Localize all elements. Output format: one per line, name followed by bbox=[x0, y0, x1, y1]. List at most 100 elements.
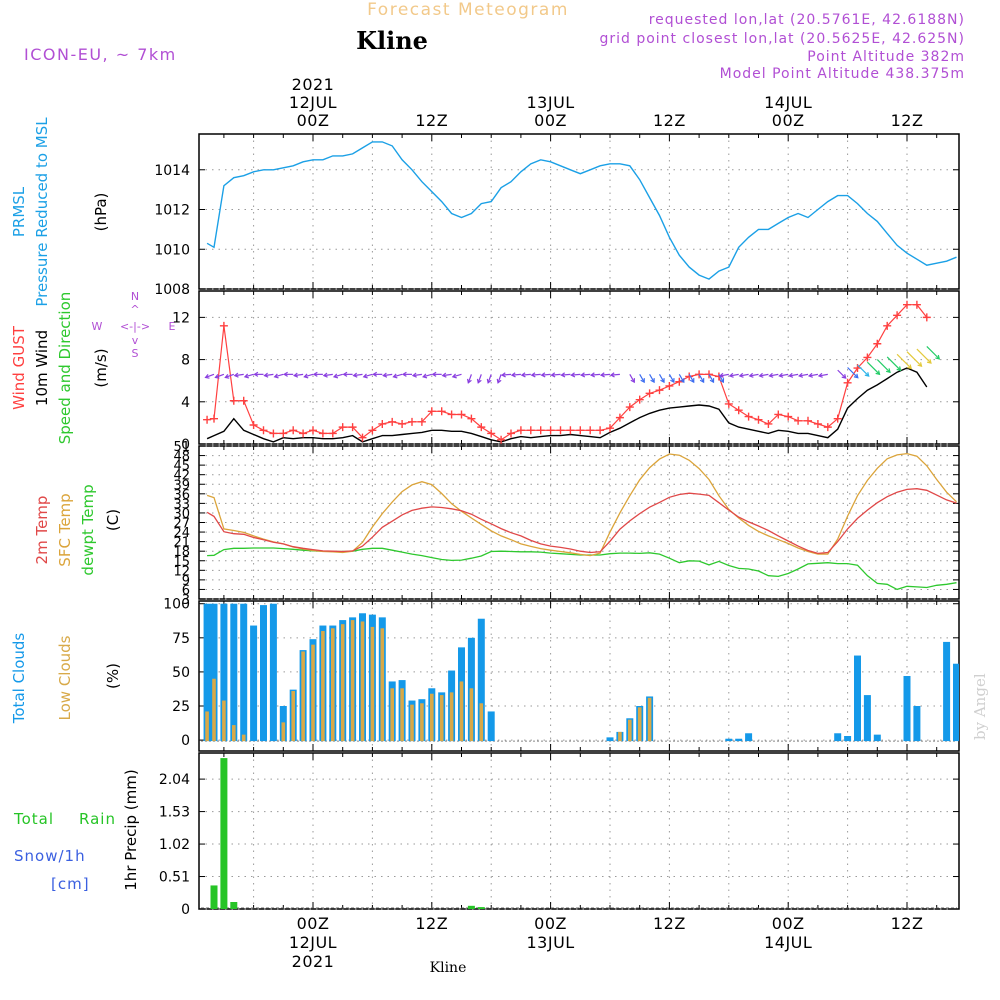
gust-point bbox=[536, 426, 545, 435]
wind-dir-arrow bbox=[779, 373, 789, 377]
wind-dir-arrow bbox=[847, 367, 859, 379]
low-clouds-bar bbox=[360, 621, 365, 742]
wind-tick-label: 4 bbox=[181, 395, 190, 411]
wind-dir-arrowhead bbox=[431, 371, 437, 377]
wind-dir-arrowhead bbox=[758, 372, 764, 378]
bottom-time-label: 00Z bbox=[297, 914, 330, 933]
total-clouds-bar bbox=[260, 605, 267, 742]
gust-point bbox=[477, 423, 486, 432]
gust-point bbox=[893, 311, 902, 320]
wind-dir-arrow bbox=[799, 373, 809, 377]
temp-tick-label: 6 bbox=[182, 583, 190, 598]
wind-dir-arrow bbox=[857, 364, 870, 377]
total-clouds-bar bbox=[477, 618, 485, 742]
gust-point bbox=[279, 429, 288, 438]
gust-point bbox=[922, 313, 931, 322]
top-time-label: 14JUL bbox=[764, 93, 812, 112]
wind-dir-arrow bbox=[591, 373, 601, 376]
gust-point bbox=[368, 426, 377, 435]
footer-location: Kline bbox=[430, 960, 467, 976]
wind-dir-arrow bbox=[511, 373, 521, 376]
wind-dir-arrowhead bbox=[243, 373, 249, 379]
wind-panel-frame bbox=[198, 290, 960, 445]
plot-layer: 1008101010121014048123691215182124273033… bbox=[154, 75, 959, 971]
clouds-tick-label: 25 bbox=[172, 699, 190, 715]
watermark: by Angel bbox=[971, 673, 989, 740]
wind-dir-arrow bbox=[333, 373, 343, 378]
gust-point bbox=[378, 419, 387, 428]
wind-dir-arrowhead bbox=[630, 378, 635, 384]
wind-tick-label: 8 bbox=[181, 353, 190, 369]
wind-dir-arrowhead bbox=[204, 373, 210, 379]
wind-dir-arrowhead bbox=[496, 378, 502, 384]
wind-dir-arrow bbox=[698, 374, 705, 383]
gust-point bbox=[724, 399, 733, 408]
wind-dir-arrowhead bbox=[885, 368, 891, 374]
wind-dir-arrowhead bbox=[422, 373, 428, 379]
wind-dir-arrowhead bbox=[748, 372, 754, 378]
rain-bar bbox=[220, 758, 228, 909]
compass-arrow-up: ^ bbox=[130, 303, 139, 316]
gust-point bbox=[833, 414, 842, 423]
wind-dir-arrowhead bbox=[560, 372, 566, 378]
wind-dir-arrowhead bbox=[788, 372, 794, 378]
wind-dir-arrow bbox=[769, 373, 779, 377]
wind-dir-arrowhead bbox=[917, 362, 923, 368]
wind-dir-arrow bbox=[906, 351, 922, 367]
low-clouds-bar bbox=[390, 688, 394, 742]
total-clouds-bar bbox=[230, 603, 238, 742]
wind-dir-arrowhead bbox=[476, 378, 482, 384]
wind-dir-arrow bbox=[215, 373, 225, 379]
temp-tick-label: 36 bbox=[173, 488, 190, 503]
wind-dir-arrow bbox=[649, 374, 655, 383]
total-clouds-bar bbox=[250, 625, 258, 742]
wind-dir-arrowhead bbox=[530, 372, 536, 378]
wind-dir-arrowhead bbox=[322, 372, 328, 378]
gust-point bbox=[210, 414, 218, 423]
wind-dir-arrowhead bbox=[312, 371, 318, 377]
wind-dir-arrowhead bbox=[372, 371, 378, 377]
wind-dir-arrow bbox=[658, 374, 665, 383]
low-clouds-bar bbox=[311, 644, 315, 742]
pressure-tick-label: 1010 bbox=[154, 242, 190, 258]
gust-point bbox=[487, 429, 496, 438]
total-clouds-bar bbox=[220, 603, 228, 742]
gust-point bbox=[596, 426, 605, 435]
wind-dir-arrow bbox=[581, 373, 591, 376]
wind-dir-arrowhead bbox=[709, 378, 715, 384]
wind-dir-arrowhead bbox=[466, 378, 472, 384]
top-time-label: 13JUL bbox=[526, 93, 574, 112]
wind-dir-arrowhead bbox=[580, 372, 586, 378]
gust-point bbox=[408, 417, 416, 426]
total-clouds-bar bbox=[487, 711, 495, 742]
total-clouds-bar bbox=[834, 733, 842, 742]
total-clouds-label: Total Clouds bbox=[10, 633, 28, 725]
wind-dir-arrow bbox=[225, 373, 235, 379]
wind-dir-arrowhead bbox=[451, 373, 457, 379]
gust-point bbox=[635, 395, 644, 404]
temp-tick-label: 45 bbox=[173, 459, 190, 474]
bottom-time-label: 12Z bbox=[653, 914, 686, 933]
gust-point bbox=[794, 416, 803, 425]
wind-dir-arrow bbox=[866, 361, 880, 375]
wind-dir-arrowhead bbox=[699, 378, 705, 384]
wind-dir-arrowhead bbox=[817, 372, 823, 378]
low-clouds-bar bbox=[212, 678, 216, 742]
wind-dir-arrow bbox=[688, 374, 695, 383]
temp2m-line bbox=[206, 488, 957, 555]
low-clouds-bar bbox=[281, 722, 286, 742]
low-clouds-bar bbox=[291, 691, 295, 742]
wind-dir-arrow bbox=[886, 356, 902, 371]
wind-units: (m/s) bbox=[92, 348, 110, 387]
gust-point bbox=[269, 429, 278, 438]
wind-dir-arrow bbox=[749, 373, 759, 377]
low-clouds-bar bbox=[321, 631, 325, 742]
gust-point bbox=[467, 414, 476, 423]
low-clouds-bar bbox=[205, 711, 209, 742]
pressure-line bbox=[206, 141, 957, 280]
wind-dir-arrow bbox=[294, 373, 304, 377]
bottom-time-label: 13JUL bbox=[526, 933, 574, 952]
gust-point bbox=[427, 407, 436, 416]
wind-dir-arrow bbox=[442, 373, 452, 377]
